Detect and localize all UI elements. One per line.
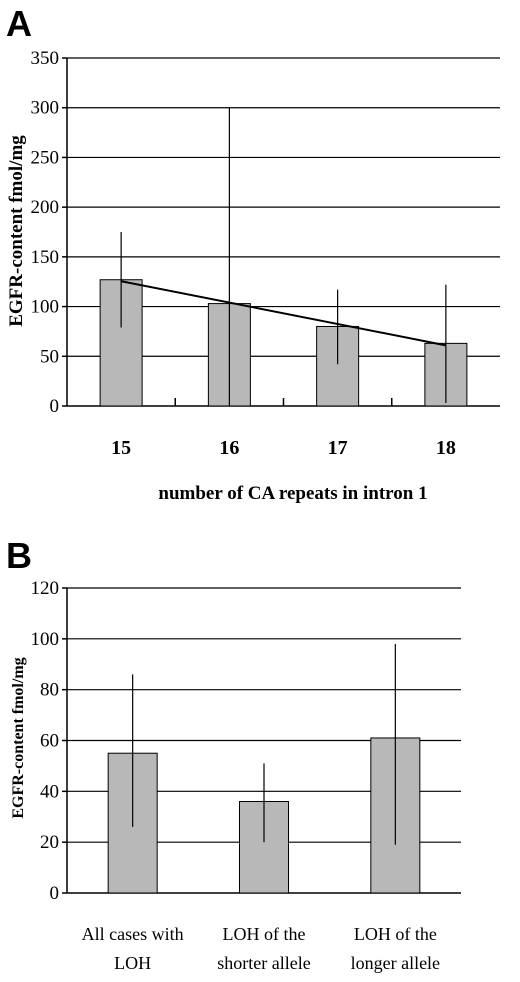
y-tick-label: 40 [40,781,59,802]
x-category-label: LOH of the [223,924,306,944]
x-tick-label: 15 [111,437,131,459]
x-tick-label: 17 [328,437,348,459]
y-tick-label: 50 [40,346,59,367]
x-tick-label: 18 [436,437,456,459]
x-axis-label-a: number of CA repeats in intron 1 [158,483,427,504]
y-tick-label: 100 [31,297,60,318]
y-axis-label-a: EGFR-content fmol/mg [6,135,27,327]
y-tick-label: 120 [31,578,60,599]
y-tick-label: 100 [31,629,60,650]
x-category-label: longer allele [351,953,440,973]
panel-letter-b: B [6,535,32,576]
y-tick-label: 80 [40,680,59,701]
trend-line [120,280,447,347]
y-tick-label: 250 [31,147,60,168]
y-tick-label: 300 [31,98,60,119]
x-category-label: shorter allele [217,953,310,973]
y-tick-label: 0 [50,396,60,417]
y-tick-label: 350 [31,48,60,69]
y-tick-label: 150 [31,247,60,268]
x-category-label: LOH of the [354,924,437,944]
y-tick-label: 200 [31,197,60,218]
x-tick-label: 16 [219,437,239,459]
panel-letter-a: A [6,3,32,44]
y-axis-label-b: EGFR-content fmol/mg [10,657,27,818]
x-category-label: LOH [114,953,151,973]
y-tick-label: 60 [40,731,59,752]
x-category-label: All cases with [82,924,184,944]
y-tick-label: 20 [40,832,59,853]
chart-panel-a: A EGFR-content fmol/mg number of CA repe… [6,3,500,504]
y-tick-label: 0 [50,883,60,904]
chart-panel-b: B EGFR-content fmol/mg 0 20 40 60 80 100 120 Al… [6,535,461,973]
